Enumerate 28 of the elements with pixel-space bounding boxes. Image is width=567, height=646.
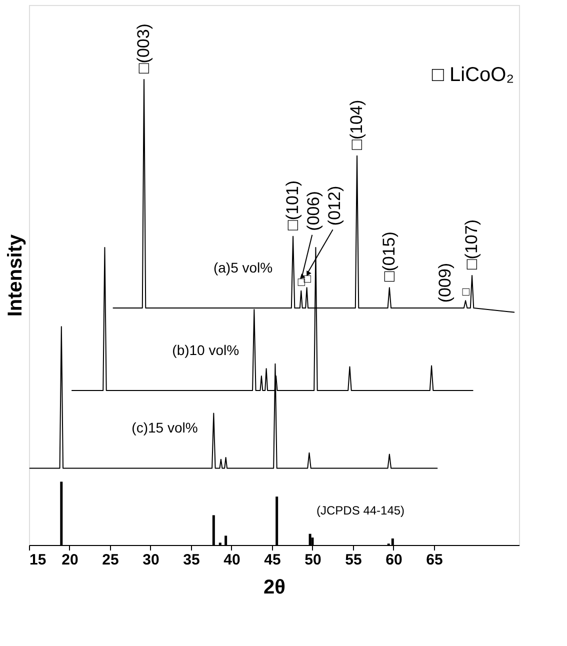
annotation: □(015) [379, 232, 398, 282]
x-tick-label: 30 [142, 552, 160, 568]
x-tick-label: 15 [30, 552, 46, 568]
annotation: (009) [436, 262, 455, 303]
annotation: □(107) [462, 219, 482, 270]
x-tick-label: 60 [386, 552, 402, 568]
x-axis-title: 2θ [264, 576, 286, 598]
annotation: □ LiCoO₂ [432, 64, 514, 86]
y-axis-title: Intensity [4, 234, 26, 317]
annotation: □ [300, 274, 314, 283]
series-label: (b)10 vol% [172, 342, 240, 358]
x-tick-label: 55 [345, 552, 362, 568]
series-label: (JCPDS 44-145) [316, 504, 405, 518]
annotation: □ [458, 288, 473, 296]
x-tick-label: 40 [224, 552, 240, 568]
x-tick-label: 25 [102, 552, 119, 568]
annotation: □(003) [134, 24, 154, 74]
x-tick-label: 65 [426, 552, 443, 568]
annotation: (012) [324, 186, 344, 226]
annotation: □(104) [347, 100, 366, 150]
x-tick-label: 50 [304, 552, 322, 568]
annotation: (006) [304, 191, 324, 231]
series-label: (c)15 vol% [132, 420, 198, 436]
legend-label: (a)5 vol% [213, 259, 273, 276]
x-tick-label: 45 [264, 552, 281, 568]
x-tick-label: 35 [183, 552, 200, 568]
x-tick-label: 20 [62, 552, 78, 568]
annotation: □(101) [283, 180, 302, 230]
